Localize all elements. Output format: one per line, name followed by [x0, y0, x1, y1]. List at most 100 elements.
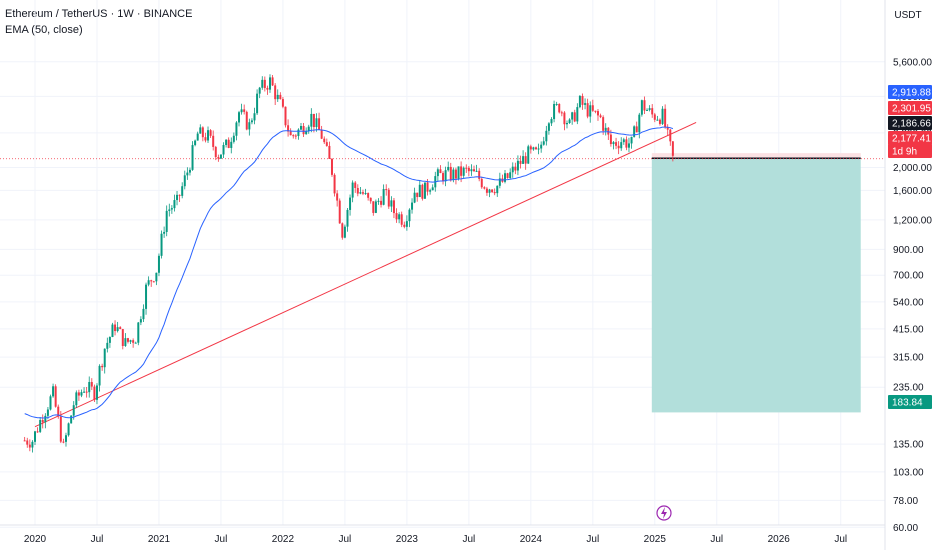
position-tool[interactable] — [0, 153, 885, 413]
candle-body — [620, 142, 623, 149]
candle-body — [243, 109, 246, 112]
candle-body — [173, 200, 176, 209]
candle-body — [351, 182, 354, 198]
candle-body — [633, 126, 636, 137]
candle-body — [617, 145, 620, 149]
candle-body — [39, 420, 42, 432]
candle-body — [648, 108, 651, 110]
candle-body — [431, 187, 434, 191]
support-trendline[interactable] — [34, 122, 697, 428]
candle-body — [256, 93, 259, 114]
candle-body — [483, 187, 486, 189]
candle-body — [41, 420, 44, 423]
candle-body — [336, 193, 339, 201]
candle-body — [119, 327, 122, 330]
candle-body — [638, 114, 641, 133]
time-tick-label: 2026 — [768, 534, 791, 545]
candle-body — [640, 100, 643, 115]
candle-body — [382, 189, 385, 205]
candle-body — [581, 95, 584, 105]
candle-body — [346, 209, 349, 227]
candle-body — [442, 173, 445, 182]
candle-body — [532, 147, 535, 150]
candle-body — [207, 130, 210, 141]
candle-body — [269, 77, 271, 90]
candle-body — [578, 95, 581, 108]
candle-body — [219, 154, 222, 159]
candle-body — [527, 146, 530, 164]
candle-body — [429, 190, 432, 192]
candle-body — [454, 169, 457, 179]
candle-body — [191, 145, 194, 170]
candle-body — [635, 126, 638, 133]
lightning-icon — [656, 505, 672, 521]
candle-body — [325, 142, 328, 146]
candle-body — [524, 156, 527, 164]
candle-body — [460, 166, 463, 176]
candle-body — [23, 440, 26, 442]
candle-body — [607, 127, 610, 135]
candle-body — [374, 201, 377, 213]
candles — [23, 74, 674, 453]
candle-body — [367, 193, 370, 198]
ema-line — [24, 126, 674, 419]
candle-body — [227, 139, 230, 148]
candle-body — [609, 134, 612, 145]
candle-body — [354, 182, 357, 188]
candle-body — [266, 87, 269, 90]
price-tag-label: 2,186.66 — [892, 119, 931, 130]
candle-body — [230, 141, 233, 148]
price-tick-label: 1,200.00 — [893, 215, 932, 226]
candle-body — [405, 221, 408, 227]
price-tick-label: 78.00 — [893, 496, 918, 507]
candle-body — [145, 284, 148, 309]
candle-body — [571, 112, 574, 120]
candle-body — [150, 280, 153, 282]
candle-body — [77, 392, 80, 396]
candle-body — [537, 148, 540, 150]
candle-body — [470, 169, 473, 172]
stop-loss-zone[interactable] — [651, 153, 861, 159]
candle-body — [576, 107, 579, 122]
take-profit-zone[interactable] — [651, 158, 861, 413]
candle-body — [124, 338, 127, 346]
candle-body — [93, 386, 96, 400]
indicator-legend[interactable]: EMA (50, close) — [5, 24, 83, 36]
candle-body — [511, 166, 514, 173]
candle-body — [349, 197, 352, 210]
candle-body — [547, 123, 550, 131]
candle-body — [147, 280, 150, 285]
candle-body — [299, 126, 302, 130]
candle-body — [163, 231, 166, 234]
candle-body — [52, 386, 55, 397]
candle-body — [643, 100, 646, 111]
time-tick-label: 2020 — [24, 534, 47, 545]
price-tick-label: 415.00 — [893, 324, 924, 335]
candle-body — [263, 79, 266, 88]
candle-body — [478, 170, 481, 179]
candle-body — [584, 103, 587, 105]
candle-body — [217, 157, 220, 159]
candle-body — [560, 112, 563, 114]
candle-body — [669, 129, 672, 142]
candle-body — [573, 112, 576, 122]
candle-body — [413, 192, 416, 203]
candle-body — [271, 77, 274, 86]
candle-body — [535, 147, 537, 150]
time-tick-label: Jul — [462, 534, 475, 545]
candle-body — [232, 135, 235, 142]
candle-body — [485, 188, 488, 193]
candle-body — [245, 111, 248, 130]
price-tag — [888, 101, 932, 115]
candle-body — [661, 108, 664, 124]
price-tag-label: 2,177.41 — [892, 134, 931, 145]
candle-body — [666, 127, 669, 130]
candle-body — [222, 145, 225, 155]
candle-body — [279, 94, 282, 100]
trendline[interactable] — [34, 122, 697, 428]
candle-body — [493, 192, 496, 194]
candle-body — [101, 365, 104, 368]
candle-body — [395, 213, 398, 220]
candle-body — [625, 139, 628, 148]
